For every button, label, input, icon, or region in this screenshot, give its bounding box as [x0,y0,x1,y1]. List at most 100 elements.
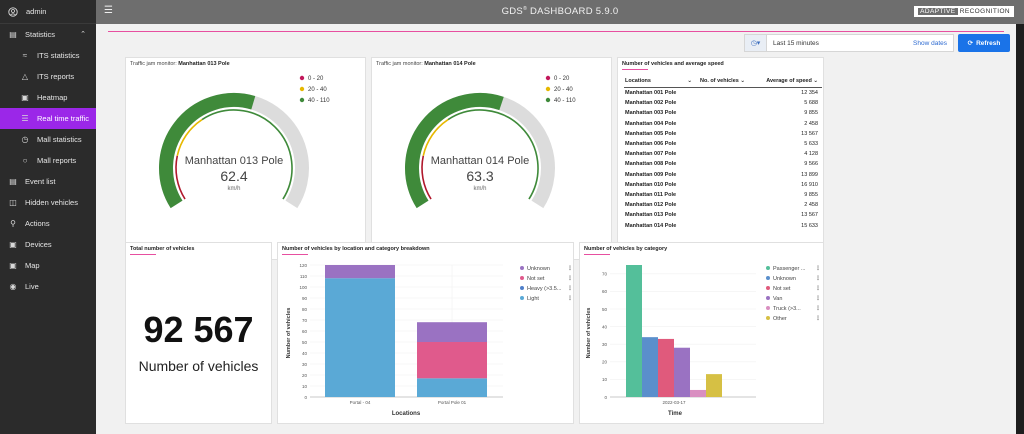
legend-label[interactable]: Not set [773,286,791,292]
legend-label: 20 - 40 [308,87,327,93]
bar-segment-unknown[interactable] [325,265,395,279]
sidebar-item-mall-reports[interactable]: ○ Mall reports [0,150,96,171]
refresh-button[interactable]: ⟳ Refresh [958,34,1010,52]
sidebar-item-label: ITS reports [37,72,75,81]
sidebar-item-event-list[interactable]: ▤ Event list [0,171,96,192]
sidebar-item-live[interactable]: ◉ Live [0,276,96,297]
calendar-clock-icon[interactable]: ◷▾ [745,35,767,51]
y-tick-label: 60 [302,329,308,334]
cell-vehicles: 9 855 [804,110,818,117]
bar-other[interactable] [706,374,722,397]
user-icon [8,6,18,17]
legend-swatch [299,97,305,103]
cell-location: Manhattan 011 Pole [625,191,677,198]
cell-vehicles: 2 458 [804,202,818,209]
bar-unknown[interactable] [642,337,658,397]
legend-options-icon[interactable]: ⋮ [815,315,821,322]
bar-truck-3-[interactable] [690,389,706,397]
legend-swatch [766,266,770,270]
gauge-unit: km/h [227,186,240,192]
sidebar-item-devices[interactable]: ▣ Devices [0,234,96,255]
legend-label[interactable]: Not set [527,276,545,282]
gauge-location-label: Manhattan 013 Pole [185,155,283,167]
legend-options-icon[interactable]: ⋮ [815,305,821,312]
user-menu[interactable]: admin [0,0,96,24]
app-title: GDS® DASHBOARD 5.9.0 [501,6,619,18]
bar-segment-not-set[interactable] [417,342,487,379]
sidebar-item-actions[interactable]: ⚲ Actions [0,213,96,234]
bar-segment-light[interactable] [325,278,395,397]
y-tick-label: 0 [604,395,607,400]
sidebar-item-mall-statistics[interactable]: ◷ Mall statistics [0,129,96,150]
vehicles-table: Locations ⌄ No. of vehicles ⌄ Average of… [624,74,822,231]
column-header-speed[interactable]: Average of speed ⌄ [766,77,818,84]
total-vehicles-value: 92 567 [143,309,254,350]
legend-label[interactable]: Heavy (>3.5... [527,286,562,292]
cell-location: Manhattan 006 Pole [625,141,677,148]
cell-vehicles: 13 567 [801,212,818,219]
legend-label[interactable]: Other [773,316,787,322]
legend-options-icon[interactable]: ⋮ [567,285,573,292]
trend-icon: ≈ [22,51,28,60]
time-range-value[interactable]: Last 15 minutes [773,39,819,47]
sidebar-item-its-reports[interactable]: △ ITS reports [0,66,96,87]
table-row: Manhattan 004 Pole 2 458 [624,119,822,129]
sidebar-item-hidden-vehicles[interactable]: ◫ Hidden vehicles [0,192,96,213]
bar-van[interactable] [674,347,690,397]
legend-label: 0 - 20 [308,76,324,82]
legend-swatch [545,97,551,103]
gauge-unit: km/h [473,186,486,192]
legend-label[interactable]: Unknown [527,266,550,272]
legend-label[interactable]: Unknown [773,276,796,282]
time-picker-bar: ◷▾ Last 15 minutes Show dates ⟳ Refresh [744,34,1010,52]
bar-passenger-[interactable] [626,265,642,397]
column-header-locations[interactable]: Locations ⌄ [625,77,692,84]
key-icon: ⚲ [10,219,16,228]
legend-options-icon[interactable]: ⋮ [567,275,573,282]
refresh-icon: ⟳ [967,40,974,47]
bar-not-set[interactable] [658,338,674,397]
legend-label[interactable]: Van [773,296,782,302]
cell-vehicles: 9 566 [804,161,818,168]
cell-location: Manhattan 010 Pole [625,181,677,188]
y-tick-label: 50 [602,307,608,312]
legend-label[interactable]: Truck (>3... [773,306,801,312]
sidebar-item-statistics[interactable]: ▤ Statistics ⌃ [0,24,96,45]
y-tick-label: 80 [302,307,308,312]
brand-logo: ADAPTIVE RECOGNITION [914,6,1014,17]
bar-segment-light[interactable] [417,378,487,397]
camera-icon: ▣ [9,240,17,249]
legend-options-icon[interactable]: ⋮ [815,295,821,302]
cell-location: Manhattan 014 Pole [625,222,677,229]
sidebar-item-real-time-traffic[interactable]: ☰ Real time traffic [0,108,96,129]
bar-segment-unknown[interactable] [417,322,487,342]
sidebar-item-map[interactable]: ▣ Map [0,255,96,276]
legend-options-icon[interactable]: ⋮ [815,285,821,292]
gauge-band-mid [422,118,449,157]
sidebar-item-its-statistics[interactable]: ≈ ITS statistics [0,45,96,66]
legend-label[interactable]: Passenger ... [773,266,806,272]
legend-label: 40 - 110 [308,98,330,104]
show-dates-link[interactable]: Show dates [913,39,947,47]
sidebar-item-label: Mall statistics [37,135,82,144]
legend-options-icon[interactable]: ⋮ [567,265,573,272]
chart-icon: ▤ [9,30,17,39]
legend-swatch [299,75,305,81]
x-tick-label: Portal Pole 01 [438,400,467,405]
legend-label[interactable]: Light [527,296,539,302]
y-tick-label: 10 [302,384,308,389]
list-icon: ▤ [9,177,17,186]
legend-swatch [545,75,551,81]
legend-options-icon[interactable]: ⋮ [815,265,821,272]
time-range-picker[interactable]: ◷▾ Last 15 minutes Show dates [744,34,954,52]
clock-icon: ◷ [21,135,29,144]
chevron-up-icon[interactable]: ⌃ [80,31,86,38]
legend-options-icon[interactable]: ⋮ [567,295,573,302]
y-tick-label: 70 [602,272,608,277]
sidebar-item-label: Devices [25,240,52,249]
legend-options-icon[interactable]: ⋮ [815,275,821,282]
title-underline [622,69,648,70]
sidebar-item-heatmap[interactable]: ▣ Heatmap [0,87,96,108]
menu-toggle-icon[interactable]: ☰ [104,5,113,16]
column-header-vehicles[interactable]: No. of vehicles ⌄ [700,77,745,84]
